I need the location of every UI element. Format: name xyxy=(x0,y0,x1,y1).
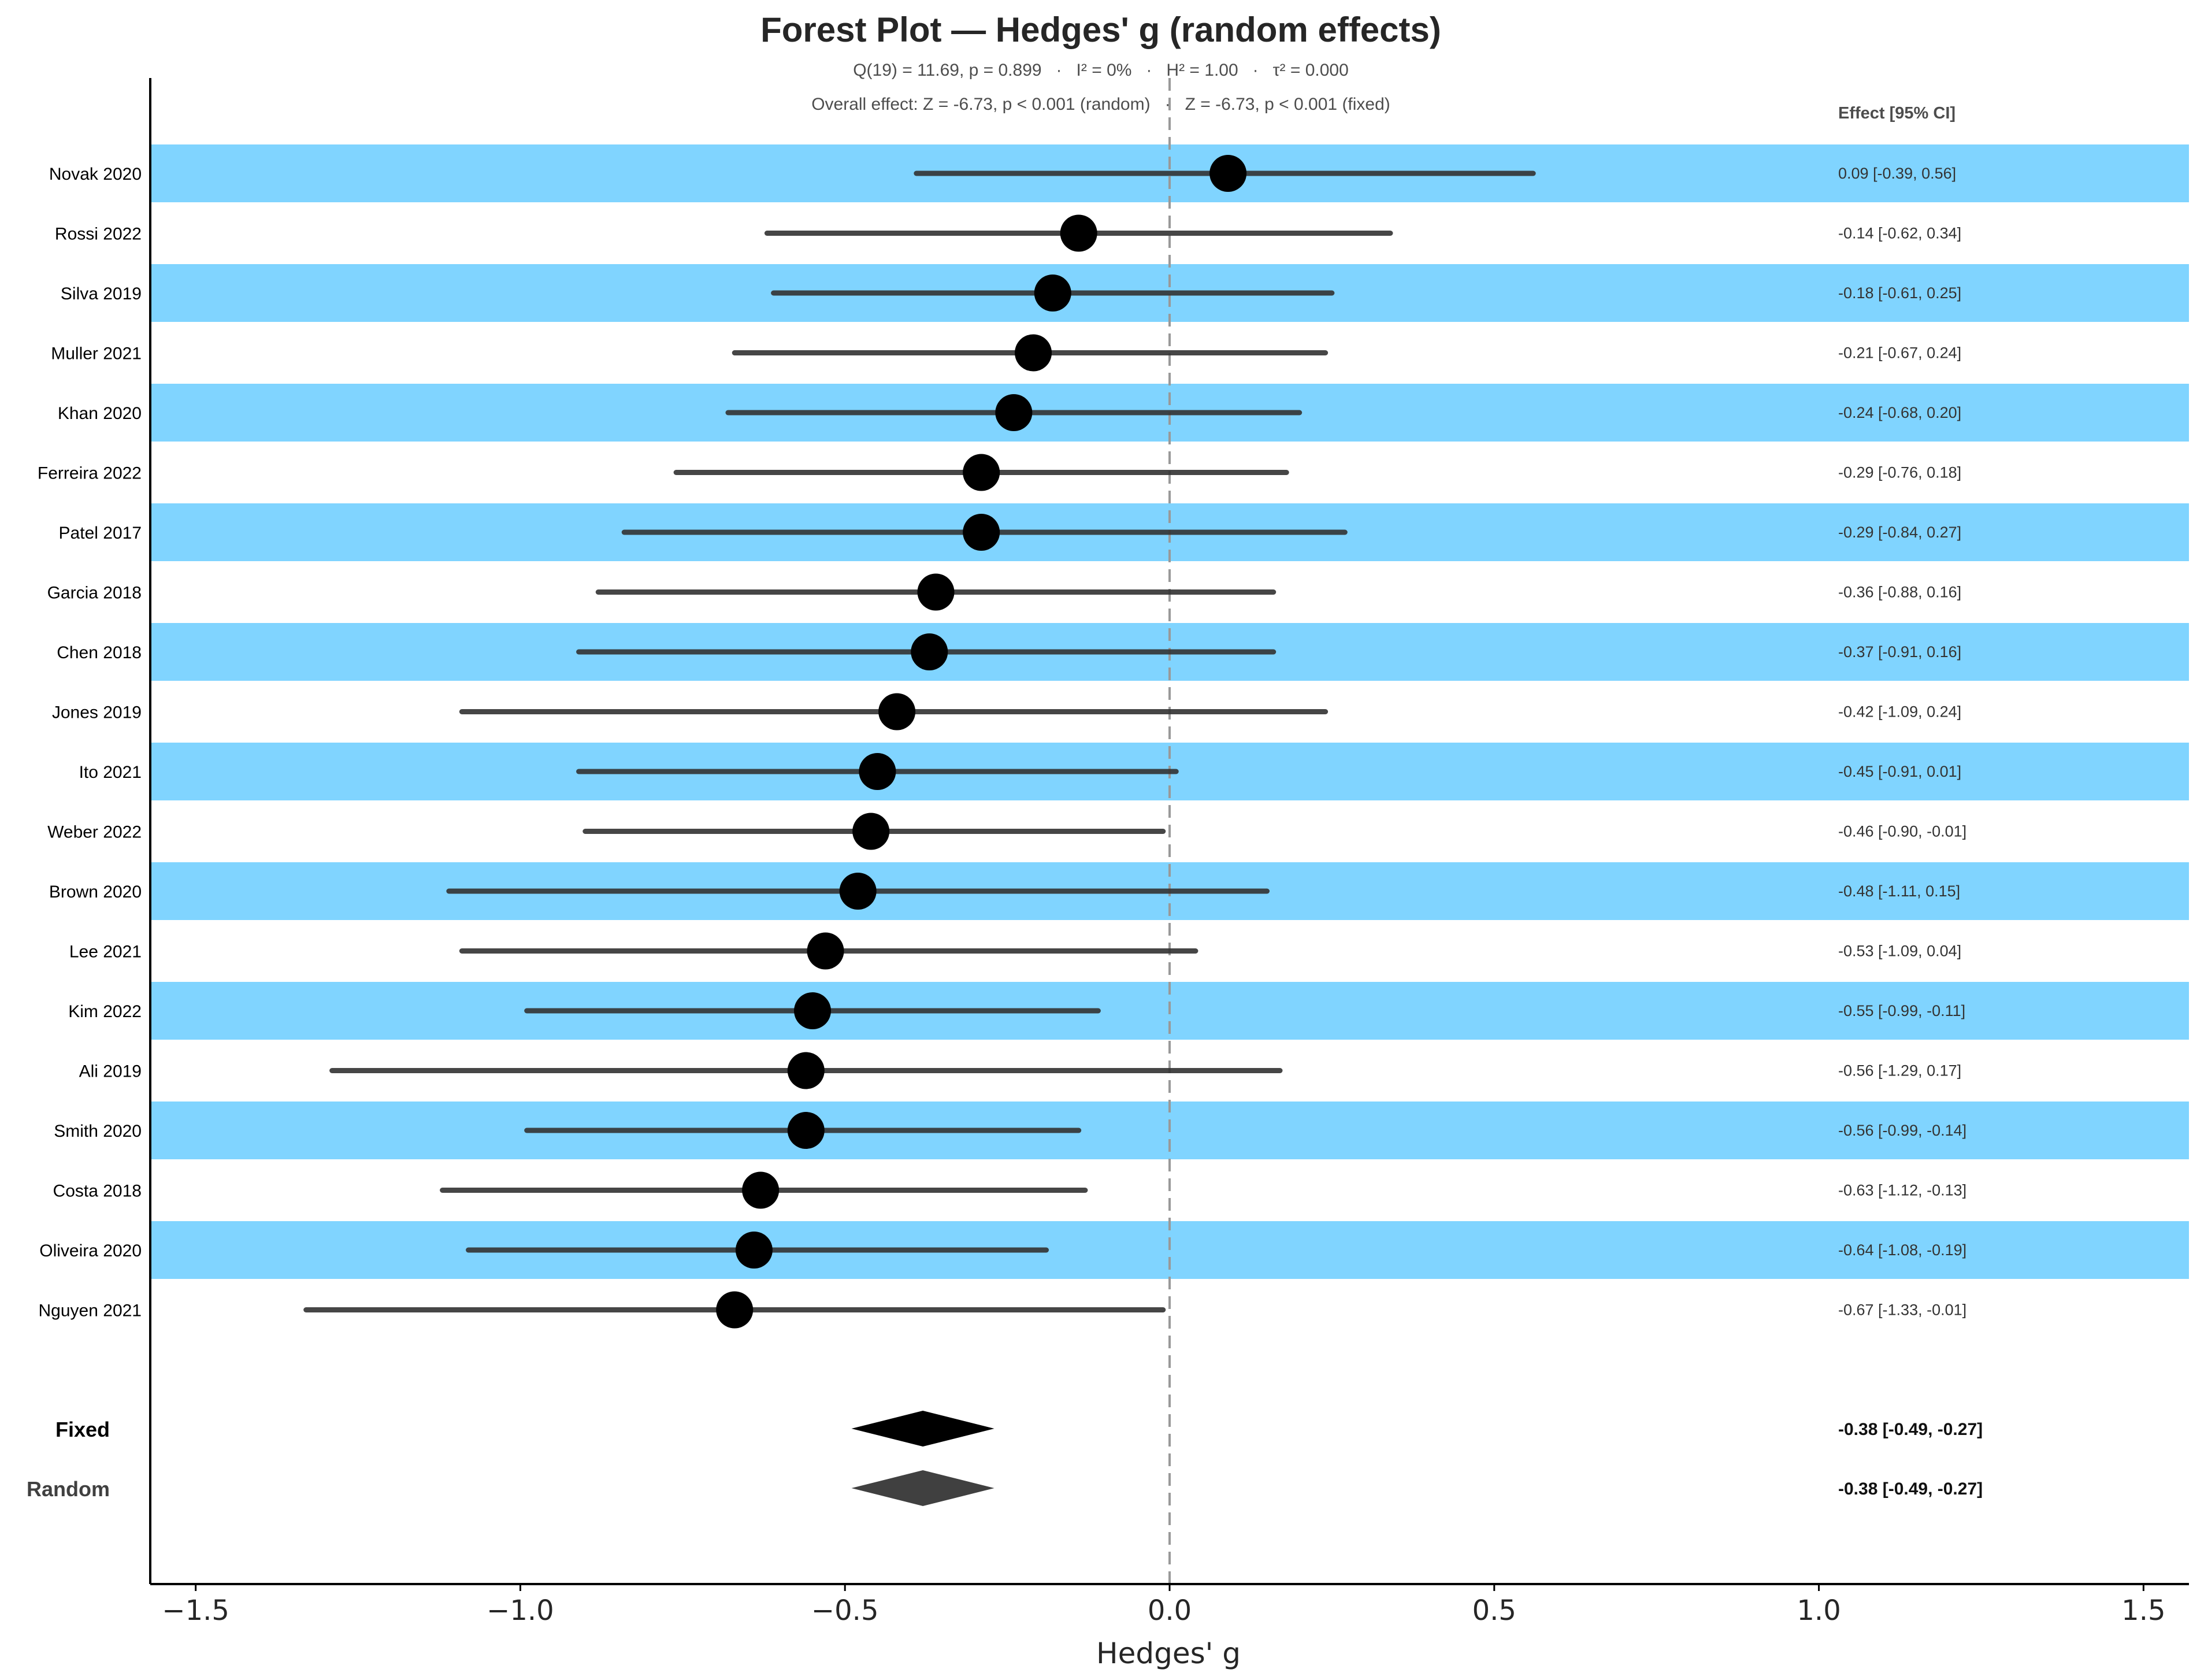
x-tick-label: −0.5 xyxy=(811,1594,879,1627)
x-tick-label: −1.0 xyxy=(487,1594,554,1627)
ci-label: -0.64 [-1.08, -0.19] xyxy=(1838,1241,1966,1259)
ci-label: -0.56 [-1.29, 0.17] xyxy=(1838,1062,1961,1080)
ci-label: -0.14 [-0.62, 0.34] xyxy=(1838,225,1961,242)
effect-marker xyxy=(1034,275,1071,311)
study-label: Patel 2017 xyxy=(59,524,142,543)
pooled-diamond xyxy=(851,1470,995,1506)
ci-label: -0.67 [-1.33, -0.01] xyxy=(1838,1301,1966,1319)
ci-label: -0.53 [-1.09, 0.04] xyxy=(1838,943,1961,960)
study-label: Chen 2018 xyxy=(57,643,142,662)
ci-label: -0.63 [-1.12, -0.13] xyxy=(1838,1182,1966,1199)
study-label: Kim 2022 xyxy=(68,1002,142,1021)
pooled-label: Random xyxy=(27,1477,110,1501)
ci-label: -0.18 [-0.61, 0.25] xyxy=(1838,284,1961,302)
effect-marker xyxy=(878,693,916,730)
study-label: Muller 2021 xyxy=(51,344,142,364)
effect-marker xyxy=(787,1112,825,1149)
ci-label: -0.55 [-0.99, -0.11] xyxy=(1838,1002,1965,1019)
study-label: Weber 2022 xyxy=(47,823,142,842)
pooled-ci-label: -0.38 [-0.49, -0.27] xyxy=(1838,1479,1983,1499)
study-label: Costa 2018 xyxy=(53,1182,142,1201)
ci-label: -0.29 [-0.84, 0.27] xyxy=(1838,524,1961,541)
study-label: Ferreira 2022 xyxy=(38,464,142,483)
study-label: Oliveira 2020 xyxy=(39,1241,142,1260)
effect-marker xyxy=(787,1052,825,1089)
effect-marker xyxy=(742,1171,780,1209)
ci-label: -0.24 [-0.68, 0.20] xyxy=(1838,404,1961,421)
x-axis-title: Hedges' g xyxy=(1096,1637,1241,1670)
study-rows: Novak 2020 0.09 [-0.39, 0.56] Rossi 2022 -0… xyxy=(38,155,1966,1329)
ci-label: -0.56 [-0.99, -0.14] xyxy=(1838,1122,1966,1139)
study-label: Ito 2021 xyxy=(79,763,142,782)
effect-marker xyxy=(1060,214,1097,252)
study-label: Brown 2020 xyxy=(49,882,142,902)
effect-marker xyxy=(735,1232,773,1269)
ci-label: -0.36 [-0.88, 0.16] xyxy=(1838,584,1961,601)
effect-marker xyxy=(807,932,844,970)
effect-marker xyxy=(1015,334,1052,372)
study-label: Rossi 2022 xyxy=(55,225,142,244)
x-tick-label: 1.0 xyxy=(1797,1594,1841,1627)
x-tick-label: −1.5 xyxy=(162,1594,229,1627)
pooled-label: Fixed xyxy=(55,1418,110,1441)
ci-label: -0.46 [-0.90, -0.01] xyxy=(1838,823,1966,840)
x-tick-label: 1.5 xyxy=(2121,1594,2165,1627)
x-tick-label: 0.5 xyxy=(1472,1594,1516,1627)
effect-marker xyxy=(963,454,1000,491)
study-label: Lee 2021 xyxy=(69,943,142,962)
ci-label: -0.29 [-0.76, 0.18] xyxy=(1838,464,1961,481)
pooled-ci-label: -0.38 [-0.49, -0.27] xyxy=(1838,1420,1983,1439)
ci-label: -0.48 [-1.11, 0.15] xyxy=(1838,882,1960,900)
effect-marker xyxy=(995,394,1033,431)
study-label: Garcia 2018 xyxy=(47,584,142,603)
ci-label: -0.37 [-0.91, 0.16] xyxy=(1838,643,1961,661)
study-label: Smith 2020 xyxy=(54,1122,142,1141)
pooled-rows: Fixed -0.38 [-0.49, -0.27] Random -0.38 [-0… xyxy=(27,1411,1983,1506)
effect-marker xyxy=(839,873,877,910)
ci-label: -0.45 [-0.91, 0.01] xyxy=(1838,763,1961,780)
study-label: Novak 2020 xyxy=(49,165,142,184)
ci-label: -0.21 [-0.67, 0.24] xyxy=(1838,344,1961,362)
study-label: Jones 2019 xyxy=(52,703,142,722)
pooled-diamond xyxy=(851,1411,995,1447)
study-label: Ali 2019 xyxy=(79,1062,142,1081)
effect-marker xyxy=(911,633,948,670)
effect-marker xyxy=(794,992,832,1029)
axes: −1.5 −1.0 −0.5 0.0 0.5 1.0 1.5 xyxy=(149,78,2189,1627)
x-tick-label: 0.0 xyxy=(1148,1594,1192,1627)
ci-label: 0.09 [-0.39, 0.56] xyxy=(1838,165,1956,182)
study-label: Nguyen 2021 xyxy=(39,1301,142,1321)
ci-column-header: Effect [95% CI] xyxy=(1838,104,1955,123)
chart-title: Forest Plot — Hedges' g (random effects) xyxy=(760,10,1441,49)
chart-subtitle-overall-effect: Overall effect: Z = -6.73, p < 0.001 (ra… xyxy=(811,95,1390,114)
effect-marker xyxy=(852,813,890,850)
effect-marker xyxy=(859,753,896,790)
effect-marker xyxy=(963,514,1000,551)
study-label: Silva 2019 xyxy=(61,284,142,303)
chart-subtitle-heterogeneity: Q(19) = 11.69, p = 0.899 · I² = 0% · H² … xyxy=(853,61,1349,80)
effect-marker xyxy=(716,1291,754,1329)
study-label: Khan 2020 xyxy=(58,404,142,423)
ci-label: -0.42 [-1.09, 0.24] xyxy=(1838,703,1961,721)
effect-marker xyxy=(1209,155,1247,192)
effect-marker xyxy=(917,573,955,611)
